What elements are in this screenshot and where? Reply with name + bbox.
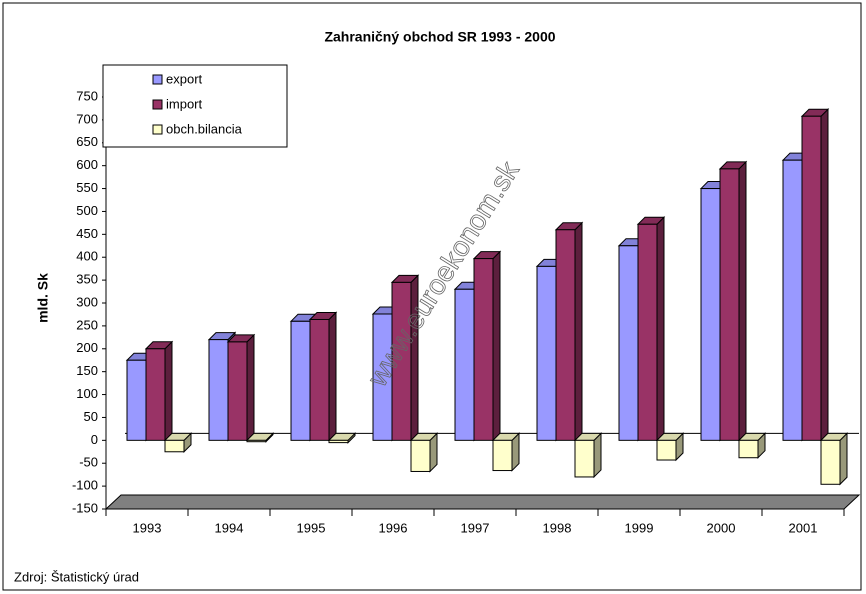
bar-side [839,432,848,486]
y-tick-label: 200 [76,340,98,355]
y-tick-label: 550 [76,180,98,195]
bar [536,265,557,441]
x-tick-label: 1993 [133,520,162,535]
bar [782,159,803,441]
legend-label: export [166,71,203,86]
legend-swatch [152,124,163,135]
y-tick-label: 650 [76,134,98,149]
x-tick-label: 1998 [543,520,572,535]
bar-side [656,216,665,442]
y-axis-label: mld. Sk [35,273,51,323]
bar [555,229,576,441]
y-tick-label: 300 [76,294,98,309]
bar [820,439,841,485]
bar [801,115,822,441]
y-tick-label: 50 [84,409,98,424]
bar [574,439,595,478]
bar [246,439,267,443]
x-tick-label: 1999 [625,520,654,535]
y-tick-label: -100 [72,478,98,493]
legend-label: obch.bilancia [166,121,243,136]
bar [618,245,639,441]
bar [145,348,166,441]
bar [492,439,513,472]
x-tick-label: 2000 [707,520,736,535]
bar [656,439,677,461]
x-tick-label: 1994 [215,520,244,535]
bar [637,223,658,441]
y-tick-label: 500 [76,203,98,218]
bar-side [738,160,747,442]
bar-side [820,108,829,442]
bar [473,258,494,441]
y-tick-label: 100 [76,386,98,401]
x-tick-label: 1997 [461,520,490,535]
bar [719,168,740,441]
bar-side [492,250,501,442]
bar [290,320,311,441]
legend-swatch [152,74,163,85]
bar-side [246,333,255,442]
y-tick-label: 700 [76,111,98,126]
chart-title: Zahraničný obchod SR 1993 - 2000 [324,29,555,45]
legend-box [102,64,288,148]
bar [208,339,229,441]
bar [227,341,248,441]
legend-swatch [152,99,163,110]
y-tick-label: 600 [76,157,98,172]
bar-side [164,340,173,442]
y-tick-label: 350 [76,272,98,287]
y-tick-label: -150 [72,500,98,515]
bar [700,188,721,441]
bar [328,439,349,444]
bar [410,439,431,472]
x-tick-label: 1995 [297,520,326,535]
y-tick-label: 450 [76,226,98,241]
y-tick-label: 0 [91,432,98,447]
y-tick-label: 750 [76,88,98,103]
y-tick-label: 400 [76,249,98,264]
bar-side [574,221,583,442]
y-tick-label: 250 [76,317,98,332]
y-tick-label: -50 [79,455,98,470]
source: Zdroj: Štatistický úrad [14,569,139,584]
bar-side [328,311,337,442]
bar [454,288,475,441]
x-tick-label: 1996 [379,520,408,535]
bar [126,359,147,441]
x-tick-label: 2001 [789,520,818,535]
floor [104,494,861,510]
bar [391,281,412,441]
y-tick-label: 150 [76,363,98,378]
bar [164,439,185,453]
bar [738,439,759,459]
legend-label: import [166,96,203,111]
bar [309,318,330,441]
